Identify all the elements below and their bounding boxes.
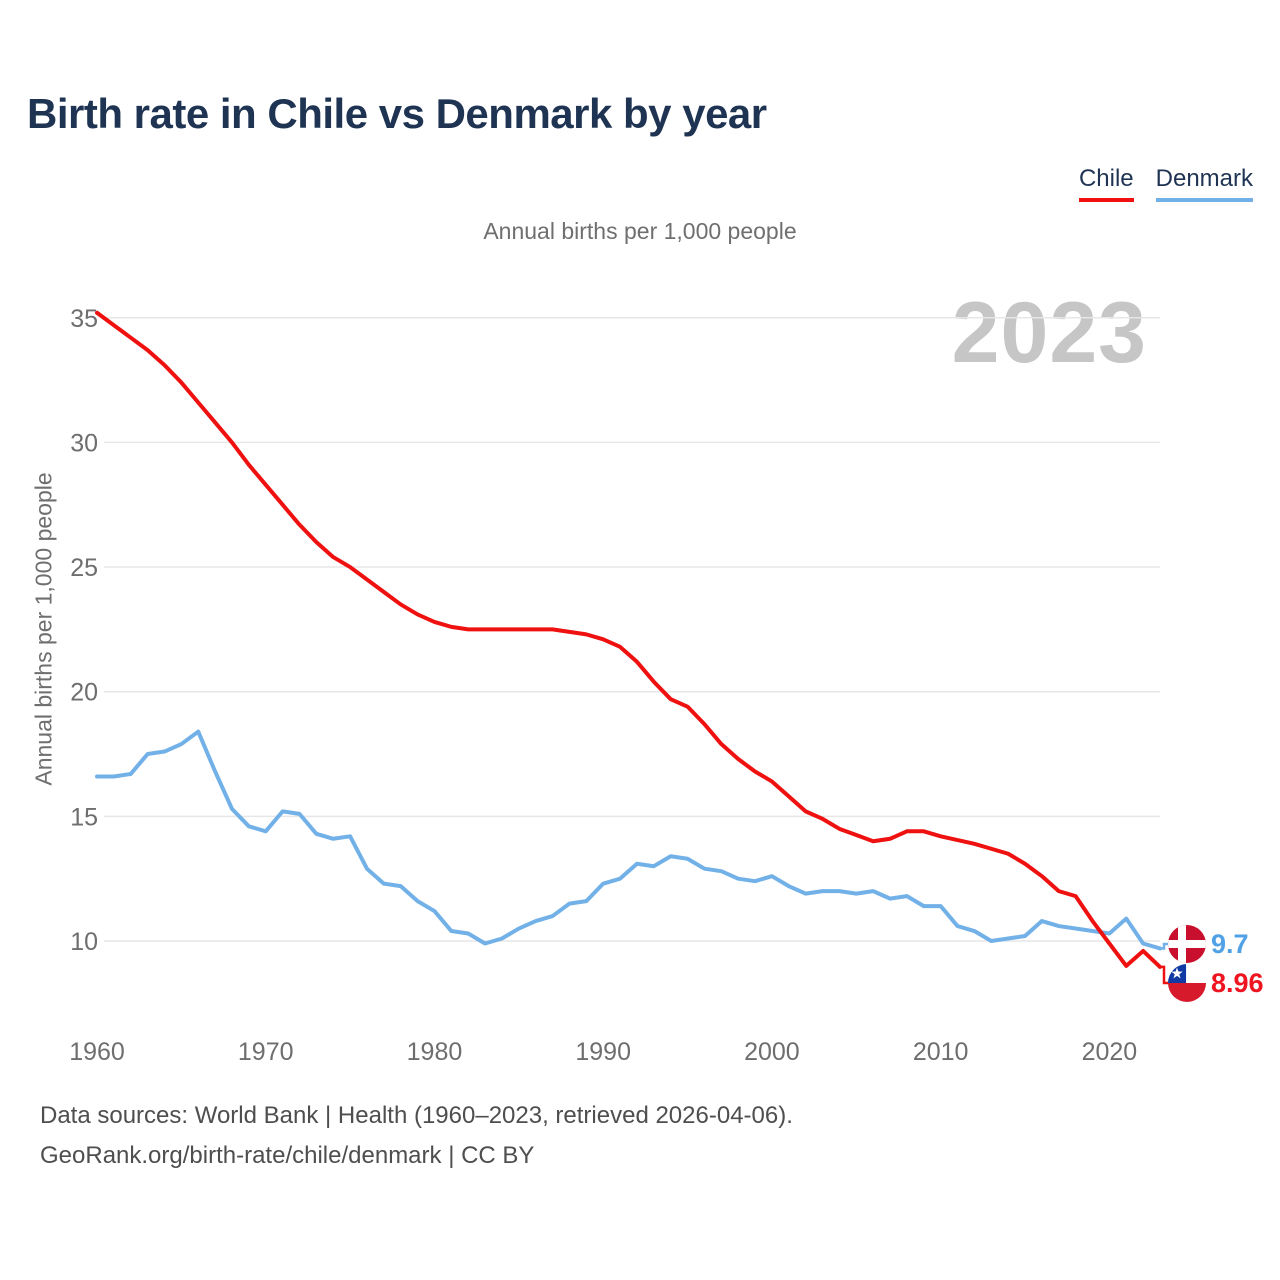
end-value-denmark: 9.7 [1211, 929, 1249, 959]
chile-flag-badge [1168, 964, 1206, 1002]
x-tick-label: 2000 [744, 1038, 800, 1066]
page-title: Birth rate in Chile vs Denmark by year [27, 90, 767, 137]
y-tick-label: 15 [70, 803, 98, 831]
x-tick-label: 1990 [575, 1038, 631, 1066]
chart-subtitle: Annual births per 1,000 people [483, 218, 797, 244]
end-value-chile: 8.96 [1211, 968, 1264, 998]
footer-attribution: GeoRank.org/birth-rate/chile/denmark | C… [40, 1142, 535, 1169]
denmark-flag-badge [1168, 925, 1206, 963]
footer-data-sources: Data sources: World Bank | Health (1960–… [40, 1102, 793, 1129]
x-tick-label: 2010 [913, 1038, 969, 1066]
denmark-connector [1160, 942, 1169, 950]
series-line-chile [95, 310, 1162, 969]
y-tick-label: 20 [70, 679, 98, 707]
year-watermark: 2023 [951, 285, 1147, 381]
y-tick-label: 25 [70, 554, 98, 582]
x-tick-label: 1960 [69, 1038, 125, 1066]
x-tick-label: 1970 [238, 1038, 294, 1066]
flag-red-band [1168, 983, 1206, 1002]
y-tick-label: 10 [70, 928, 98, 956]
series-line-denmark [95, 729, 1162, 951]
y-tick-label: 30 [70, 429, 98, 457]
flag-star [1171, 967, 1183, 979]
legend: Chile Denmark [1078, 165, 1253, 202]
legend-label: Denmark [1155, 165, 1253, 192]
legend-item-denmark[interactable]: Denmark [1155, 165, 1253, 202]
legend-label: Chile [1078, 165, 1134, 192]
y-tick-label: 35 [70, 305, 98, 333]
x-tick-label: 2020 [1082, 1038, 1138, 1066]
x-tick-label: 1980 [407, 1038, 463, 1066]
flag-cross-horizontal [1168, 940, 1206, 948]
legend-item-chile[interactable]: Chile [1078, 165, 1134, 202]
footer: Data sources: World Bank | Health (1960–… [40, 1096, 793, 1176]
chile-connector [1160, 965, 1169, 985]
